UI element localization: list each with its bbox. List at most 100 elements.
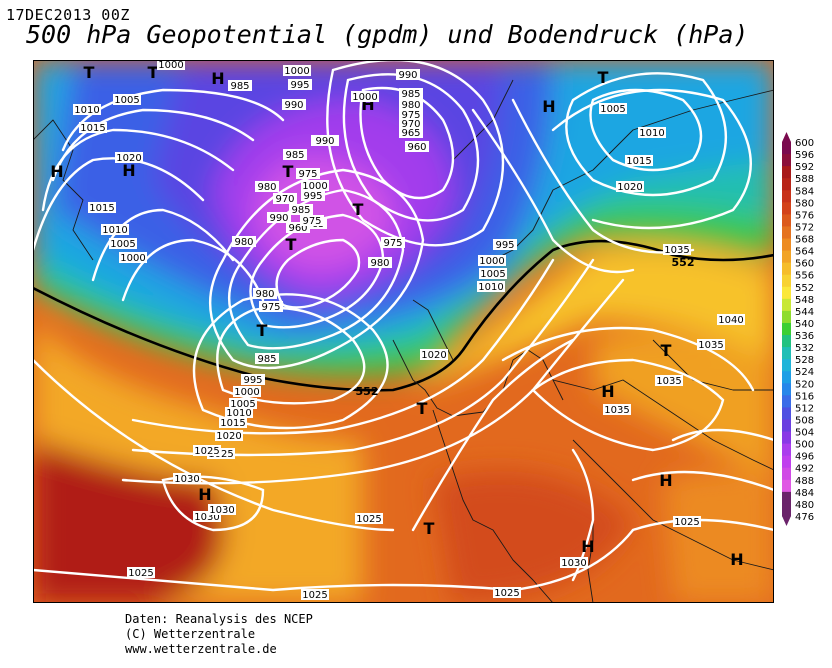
isobar-label: 1030 (561, 558, 586, 569)
isobar-label: 1020 (617, 182, 642, 193)
color-scale-label: 548 (795, 295, 814, 306)
color-scale-swatch (782, 274, 791, 288)
color-scale-label: 504 (795, 428, 814, 439)
color-scale-label: 572 (795, 222, 814, 233)
center-label: H (198, 485, 211, 504)
color-scale-label: 592 (795, 162, 814, 173)
color-scale-swatch (782, 359, 791, 372)
isobar-label: 960 (288, 223, 307, 234)
isobar-label: 980 (257, 182, 276, 193)
color-scale-label: 488 (795, 476, 814, 487)
color-scale-swatch (782, 178, 791, 191)
isobar-label: 975 (383, 238, 402, 249)
center-label: H (122, 161, 135, 180)
color-scale-bottom-arrow (782, 516, 791, 526)
color-scale-label: 528 (795, 355, 814, 366)
color-scale-label: 484 (795, 488, 814, 499)
isobar-label: 995 (303, 191, 322, 202)
color-scale-label: 476 (795, 512, 814, 523)
isobar-label: 1035 (698, 340, 723, 351)
isobar-label: 990 (315, 136, 334, 147)
color-scale-label: 480 (795, 500, 814, 511)
center-label: T (598, 68, 609, 87)
isobar-label: 975 (298, 169, 317, 180)
color-scale-label: 500 (795, 440, 814, 451)
color-scale-swatch (782, 286, 791, 300)
isobar-label: 1025 (674, 517, 699, 528)
color-scale-swatch (782, 443, 791, 457)
isobar-label: 1025 (302, 590, 327, 601)
color-scale-swatch (782, 310, 791, 324)
center-label: H (50, 162, 63, 181)
isobar-label: 1000 (352, 92, 377, 103)
color-scale-label: 580 (795, 198, 814, 209)
center-label: H (601, 382, 614, 401)
color-scale-label: 544 (795, 307, 814, 318)
color-scale-label: 536 (795, 331, 814, 342)
color-scale-label: 520 (795, 379, 814, 390)
isobar-label: 985 (291, 205, 310, 216)
color-scale-label: 540 (795, 319, 814, 330)
isobar-label: 1035 (664, 245, 689, 256)
color-scale-swatch (782, 503, 791, 517)
isobar-label: 1015 (626, 156, 651, 167)
color-scale-label: 492 (795, 464, 814, 475)
isobar-label: 985 (401, 89, 420, 100)
isobar-label: 1010 (639, 128, 664, 139)
color-scale-label: 576 (795, 210, 814, 221)
color-scale-swatch (782, 419, 791, 433)
color-scale-swatch (782, 467, 791, 481)
isobar-label: 1020 (216, 431, 241, 442)
color-scale-swatch (782, 238, 791, 252)
color-scale-swatch (782, 142, 791, 155)
color-scale-swatch (782, 202, 791, 215)
isobar-label: 980 (234, 237, 253, 248)
center-label: T (257, 321, 268, 340)
color-scale-swatch (782, 335, 791, 348)
isobar-label: 1030 (209, 505, 234, 516)
isobar-label: 1000 (120, 253, 145, 264)
isobar-label: 1005 (110, 239, 135, 250)
color-scale-swatch (782, 431, 791, 445)
color-scale-top-arrow (782, 132, 791, 142)
isobar-label: 980 (255, 289, 274, 300)
isobar-label: 995 (243, 375, 262, 386)
color-scale-swatch (782, 214, 791, 227)
isobar-label: 960 (407, 142, 426, 153)
color-scale-swatch (782, 154, 791, 167)
isobar-label: 995 (495, 240, 514, 251)
isobar-label: 1030 (174, 474, 199, 485)
center-label: T (286, 235, 297, 254)
isobar-label: 995 (290, 80, 309, 91)
isobar-label: 1010 (478, 282, 503, 293)
color-scale-swatch (782, 298, 791, 312)
color-scale-label: 584 (795, 186, 814, 197)
credits: Daten: Reanalysis des NCEP (C) Wetterzen… (125, 612, 313, 657)
color-scale-swatch (782, 262, 791, 276)
isobar-label: 1035 (604, 405, 629, 416)
isobar-label: 975 (261, 302, 280, 313)
color-scale-label: 532 (795, 343, 814, 354)
isobar-label: 980 (370, 258, 389, 269)
isobar-label: 985 (257, 354, 276, 365)
color-scale-label: 496 (795, 452, 814, 463)
isobar-label: 1040 (718, 315, 743, 326)
color-scale-swatch (782, 322, 791, 336)
color-scale-label: 552 (795, 283, 814, 294)
center-label: T (148, 63, 159, 82)
isobar-label: 1025 (356, 514, 381, 525)
center-label: T (424, 519, 435, 538)
color-scale-label: 596 (795, 150, 814, 161)
isobar-label: 1005 (230, 399, 255, 410)
isobar-label: 1015 (80, 123, 105, 134)
isobar-label: 985 (285, 150, 304, 161)
isobar-label: 1005 (600, 104, 625, 115)
color-scale-label: 588 (795, 174, 814, 185)
color-scale-swatch (782, 190, 791, 203)
isobar-label: 1035 (656, 376, 681, 387)
isobar-label: 1000 (158, 60, 183, 71)
center-label: T (84, 63, 95, 82)
isobar-label: 965 (401, 128, 420, 139)
credit-line: www.wetterzentrale.de (125, 642, 277, 656)
isobar-label: 990 (269, 213, 288, 224)
